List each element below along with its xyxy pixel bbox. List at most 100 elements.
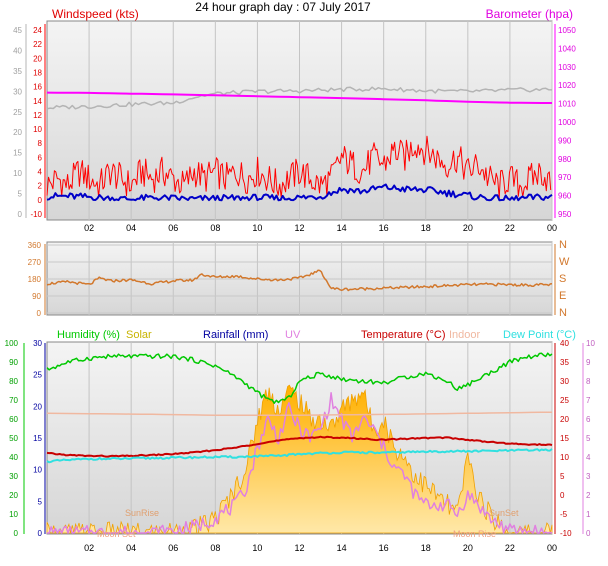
legend-entry: Indoor [449,329,481,341]
humidity-tick-label: 10 [9,510,18,519]
compass-tick-label: E [559,290,566,302]
x-tick-label-08: 08 [210,543,220,553]
x-tick-label-04: 04 [126,223,136,233]
average-wind-line [46,183,553,202]
uv-tick-label: 5 [586,434,591,443]
rain-tick-label: 25 [33,371,42,380]
temperature-tick-label: 5 [560,472,565,481]
temperature-ticks: -10 -5 0 5 10 15 20 25 30 35 40 [560,339,572,538]
barometer-tick-label: 980 [558,155,572,164]
compass-tick-label: W [559,256,570,268]
uv-tick-label: 3 [586,472,591,481]
temperature-tick-label: 20 [560,415,569,424]
barometer-ticks: 950 960 970 980 990 1000 1010 1020 1030 1040 1050 [558,26,576,219]
uv-tick-label: 4 [586,453,591,462]
temperature-tick-label: 15 [560,434,569,443]
sun-moon-annotations: SunRise SunSet Moon Set Moon Rise [97,508,519,539]
direction-degree-tick-label: 360 [28,241,42,250]
rain-tick-label: 15 [33,434,42,443]
windspeed-tick-label: 10 [33,125,42,134]
annotation-moon-set: Moon Set [97,529,136,539]
outer-left-tick-label: 5 [18,190,23,199]
indoor-line [46,411,553,416]
x-tick-label-02: 02 [84,543,94,553]
barometer-tick-label: 1000 [558,118,576,127]
x-tick-label-06: 06 [168,543,178,553]
uv-tick-label: 8 [586,377,591,386]
direction-series [46,269,553,292]
wind-baro-x-ticks: 02 04 06 08 10 12 14 16 18 20 22 00 [84,223,557,233]
barometer-line [46,91,552,104]
direction-degree-tick-label: 90 [32,292,41,301]
barometer-tick-label: 990 [558,136,572,145]
rain-tick-label: 0 [38,529,43,538]
compass-tick-label: N [559,239,567,251]
outer-left-tick-label: 20 [13,128,22,137]
uv-ticks: 0 1 2 3 4 5 6 7 8 9 10 [586,339,595,538]
chart-title: 24 hour graph day : 07 July 2017 [195,0,371,14]
x-tick-label-00: 00 [547,543,557,553]
outer-left-tick-label: 0 [18,210,23,219]
x-tick-label-06: 06 [168,223,178,233]
barometer-tick-label: 1040 [558,44,576,53]
humidity-tick-label: 0 [14,529,19,538]
x-tick-label-14: 14 [337,543,347,553]
outer-left-tick-label: 35 [13,67,22,76]
windspeed-tick-label: 16 [33,83,42,92]
temperature-tick-label: -10 [560,529,572,538]
direction-degree-ticks: 0 90 180 270 360 [28,241,42,318]
windspeed-tick-label: 22 [33,40,42,49]
x-tick-label-18: 18 [421,543,431,553]
windspeed-tick-label: 4 [38,168,43,177]
barometer-axis-label: Barometer (hpa) [486,7,573,21]
x-tick-label-12: 12 [294,543,304,553]
temperature-tick-label: -5 [560,510,568,519]
windspeed-tick-label: 6 [38,153,43,162]
rain-tick-label: 10 [33,466,42,475]
windspeed-tick-label: 2 [38,182,43,191]
uv-tick-label: 1 [586,510,591,519]
barometer-tick-label: 970 [558,173,572,182]
annotation-sunset: SunSet [489,508,519,518]
temperature-tick-label: 10 [560,453,569,462]
legend-entry: UV [285,329,301,341]
outer-left-tick-label: 30 [13,87,22,96]
windspeed-axis-label: Windspeed (kts) [52,7,139,21]
legend-entry: Temperature (°C) [361,329,445,341]
x-tick-label-10: 10 [252,223,262,233]
uv-line [47,392,553,534]
windspeed-tick-label: 0 [38,196,43,205]
uv-tick-label: 10 [586,339,595,348]
windspeed-line [46,135,552,199]
rain-tick-label: 20 [33,402,42,411]
outer-left-ticks: 0 5 10 15 20 25 30 35 40 45 [13,26,22,219]
windspeed-tick-label: 18 [33,68,42,77]
temperature-tick-label: 30 [560,377,569,386]
x-tick-label-16: 16 [379,543,389,553]
barometer-tick-label: 1030 [558,63,576,72]
gust-band-line [46,86,553,110]
outer-left-tick-label: 40 [13,46,22,55]
wind-direction-line [46,269,553,292]
humidity-tick-label: 20 [9,491,18,500]
rain-tick-label: 30 [33,339,42,348]
windspeed-tick-label: 8 [38,139,43,148]
windspeed-tick-label: 24 [33,26,42,35]
temperature-line [46,435,553,458]
x-tick-label-20: 20 [463,543,473,553]
humidity-tick-label: 70 [9,396,18,405]
barometer-tick-label: 1010 [558,100,576,109]
windspeed-tick-label: 20 [33,54,42,63]
x-tick-label-18: 18 [421,223,431,233]
wind-baro-series [46,86,553,202]
annotation-sunrise: SunRise [125,508,159,518]
hum-temp-x-ticks: 02 04 06 08 10 12 14 16 18 20 22 00 [84,543,557,553]
compass-tick-label: S [559,273,566,285]
uv-tick-label: 7 [586,396,591,405]
hum-temp-series [46,352,553,535]
temperature-tick-label: 40 [560,339,569,348]
rain-tick-label: 5 [38,497,43,506]
temperature-tick-label: 25 [560,396,569,405]
